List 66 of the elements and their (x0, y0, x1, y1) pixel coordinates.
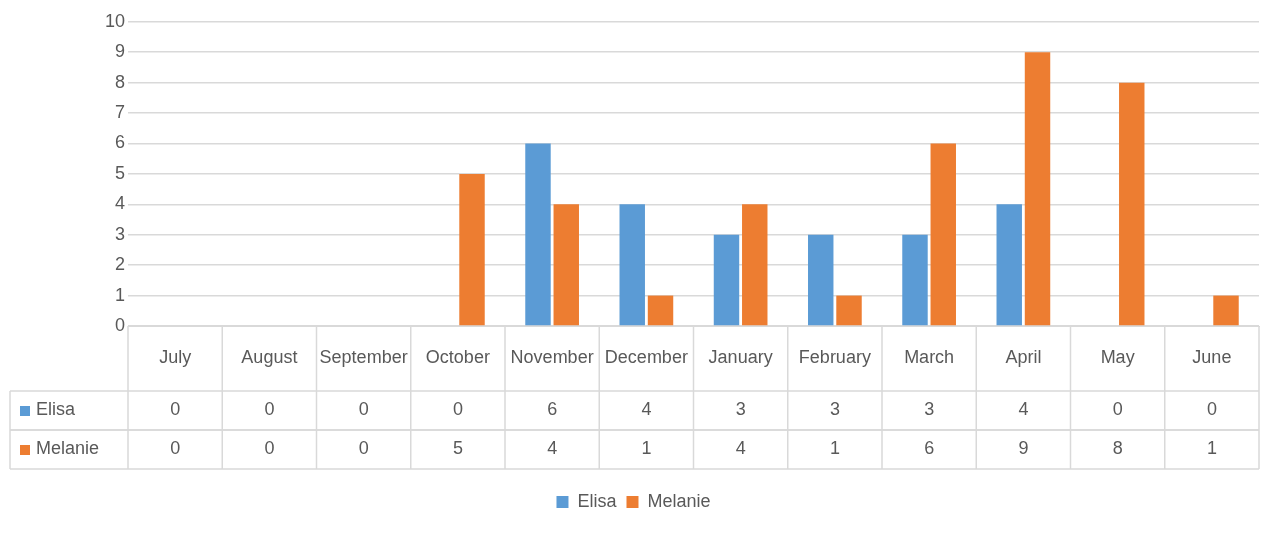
bar (619, 204, 645, 326)
data-label: 3 (924, 399, 935, 420)
data-label: 0 (358, 399, 369, 420)
y-tick-label: 4 (114, 193, 125, 214)
x-tick-label: February (798, 347, 871, 368)
data-label: 4 (547, 438, 558, 459)
y-tick-label: 9 (114, 41, 125, 62)
data-label: 0 (1112, 399, 1123, 420)
bar (459, 173, 485, 326)
text: Melanie (36, 438, 100, 459)
x-tick-label: November (510, 347, 594, 368)
data-label: 0 (170, 438, 181, 459)
x-tick-label: June (1192, 347, 1232, 368)
y-tick-label: 3 (114, 223, 125, 244)
y-tick-label: 7 (114, 102, 125, 123)
data-label: 0 (264, 399, 275, 420)
x-tick-label: August (241, 347, 298, 368)
y-tick-label: 6 (114, 132, 125, 153)
data-label: 1 (641, 438, 652, 459)
x-tick-label: July (159, 347, 192, 368)
bar (902, 234, 928, 326)
x-tick-label: September (319, 347, 408, 368)
y-tick-label: 0 (114, 314, 125, 335)
data-label: 5 (452, 438, 463, 459)
y-tick-label: 10 (104, 10, 125, 31)
y-tick-label: 5 (114, 162, 125, 183)
data-label: 4 (1018, 399, 1029, 420)
bar (742, 204, 768, 326)
data-label: 0 (1206, 399, 1217, 420)
data-label: 0 (264, 438, 275, 459)
data-label: 6 (924, 438, 935, 459)
data-label: 1 (1206, 438, 1217, 459)
data-label: 1 (829, 438, 840, 459)
legend-label: Elisa (577, 490, 618, 511)
x-tick-label: December (604, 347, 688, 368)
y-tick-label: 2 (114, 254, 125, 275)
bar (1213, 295, 1239, 326)
bar (553, 204, 579, 326)
data-label: 0 (170, 399, 181, 420)
x-tick-label: October (425, 347, 490, 368)
x-tick-label: March (904, 347, 955, 368)
x-tick-label: May (1100, 347, 1135, 368)
bar (1119, 82, 1145, 326)
bar (1024, 52, 1051, 326)
bar (930, 143, 956, 326)
data-label: 4 (641, 399, 652, 420)
data-label: 4 (735, 438, 746, 459)
bar (525, 143, 551, 326)
legend-label: Melanie (647, 490, 711, 511)
data-label: 9 (1018, 438, 1029, 459)
y-tick-label: 8 (114, 71, 125, 92)
y-tick-label: 1 (114, 284, 125, 305)
data-label: 6 (547, 399, 558, 420)
data-label: 3 (829, 399, 840, 420)
bar (836, 295, 862, 326)
bar (647, 295, 674, 326)
text: Elisa (36, 399, 76, 420)
data-label: 0 (358, 438, 369, 459)
x-tick-label: April (1005, 347, 1042, 368)
data-label: 3 (735, 399, 746, 420)
data-label: 0 (452, 399, 463, 420)
x-tick-label: January (708, 347, 773, 368)
bar (996, 204, 1022, 326)
data-label: 8 (1112, 438, 1123, 459)
bar (713, 234, 740, 326)
bar (808, 234, 834, 326)
